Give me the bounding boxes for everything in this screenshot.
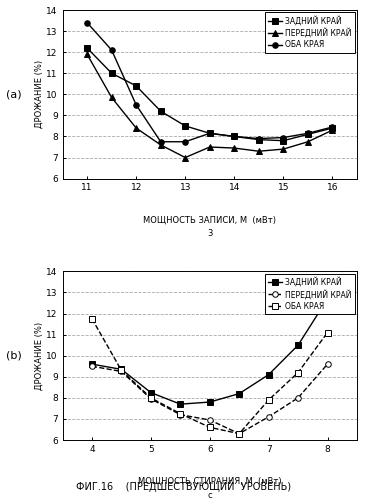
ПЕРЕДНИЙ КРАЙ (90, 363, 94, 369)
ПЕРЕДНИЙ КРАЙ (109, 94, 114, 100)
Y-axis label: ДРОЖАНИЕ (%): ДРОЖАНИЕ (%) (35, 322, 43, 390)
ОБА КРАЯ (149, 395, 153, 401)
Text: ФИГ.16    (ПРЕДШЕСТВУЮЩИЙ  УРОВЕНЬ): ФИГ.16 (ПРЕДШЕСТВУЮЩИЙ УРОВЕНЬ) (77, 480, 291, 492)
ПЕРЕДНИЙ КРАЙ (281, 146, 286, 152)
ЗАДНИЙ КРАЙ (178, 401, 183, 407)
ЗАДНИЙ КРАЙ (134, 83, 138, 89)
ПЕРЕДНИЙ КРАЙ (237, 430, 241, 436)
ОБА КРАЯ (330, 124, 335, 130)
ЗАДНИЙ КРАЙ (208, 130, 212, 136)
ОБА КРАЯ (208, 424, 212, 430)
ЗАДНИЙ КРАЙ (296, 342, 300, 348)
ОБА КРАЯ (109, 47, 114, 53)
ПЕРЕДНИЙ КРАЙ (266, 414, 271, 420)
ПЕРЕДНИЙ КРАЙ (119, 368, 124, 374)
Line: ЗАДНИЙ КРАЙ: ЗАДНИЙ КРАЙ (89, 296, 330, 407)
ОБА КРАЯ (119, 368, 124, 374)
ОБА КРАЯ (296, 370, 300, 376)
ПЕРЕДНИЙ КРАЙ (183, 154, 187, 160)
ЗАДНИЙ КРАЙ (159, 108, 163, 114)
ЗАДНИЙ КРАЙ (149, 390, 153, 396)
ПЕРЕДНИЙ КРАЙ (208, 417, 212, 423)
Text: c: c (208, 490, 212, 500)
ПЕРЕДНИЙ КРАЙ (85, 52, 89, 58)
ЗАДНИЙ КРАЙ (208, 399, 212, 405)
ЗАДНИЙ КРАЙ (256, 136, 261, 142)
ЗАДНИЙ КРАЙ (183, 123, 187, 129)
Text: (b): (b) (6, 350, 22, 360)
ОБА КРАЯ (90, 316, 94, 322)
ЗАДНИЙ КРАЙ (281, 138, 286, 143)
Y-axis label: ДРОЖАНИЕ (%): ДРОЖАНИЕ (%) (35, 60, 43, 128)
ОБА КРАЯ (237, 430, 241, 436)
ЗАДНИЙ КРАЙ (90, 361, 94, 367)
ОБА КРАЯ (281, 134, 286, 140)
Line: ПЕРЕДНИЙ КРАЙ: ПЕРЕДНИЙ КРАЙ (84, 52, 335, 160)
ОБА КРАЯ (183, 138, 187, 144)
Line: ПЕРЕДНИЙ КРАЙ: ПЕРЕДНИЙ КРАЙ (89, 362, 330, 436)
ПЕРЕДНИЙ КРАЙ (159, 142, 163, 148)
Text: МОЩНОСТЬ ЗАПИСИ, М  (мВт): МОЩНОСТЬ ЗАПИСИ, М (мВт) (143, 216, 276, 224)
ОБА КРАЯ (178, 410, 183, 416)
ЗАДНИЙ КРАЙ (232, 134, 237, 140)
Line: ОБА КРАЯ: ОБА КРАЯ (89, 316, 330, 436)
ОБА КРАЯ (306, 130, 310, 136)
Line: ОБА КРАЯ: ОБА КРАЯ (84, 20, 335, 144)
ОБА КРАЯ (208, 130, 212, 136)
ЗАДНИЙ КРАЙ (325, 296, 330, 302)
Text: (a): (a) (6, 90, 22, 100)
ЗАДНИЙ КРАЙ (109, 70, 114, 76)
ПЕРЕДНИЙ КРАЙ (232, 145, 237, 151)
ЗАДНИЙ КРАЙ (85, 45, 89, 51)
ЗАДНИЙ КРАЙ (306, 132, 310, 138)
ПЕРЕДНИЙ КРАЙ (330, 127, 335, 133)
ЗАДНИЙ КРАЙ (266, 372, 271, 378)
ПЕРЕДНИЙ КРАЙ (208, 144, 212, 150)
ПЕРЕДНИЙ КРАЙ (149, 396, 153, 402)
ОБА КРАЯ (232, 134, 237, 140)
ЗАДНИЙ КРАЙ (330, 125, 335, 131)
ЗАДНИЙ КРАЙ (119, 366, 124, 372)
ЗАДНИЙ КРАЙ (237, 390, 241, 396)
ПЕРЕДНИЙ КРАЙ (325, 361, 330, 367)
Legend: ЗАДНИЙ КРАЙ, ПЕРЕДНИЙ КРАЙ, ОБА КРАЯ: ЗАДНИЙ КРАЙ, ПЕРЕДНИЙ КРАЙ, ОБА КРАЯ (265, 12, 355, 52)
ПЕРЕДНИЙ КРАЙ (256, 148, 261, 154)
ОБА КРАЯ (159, 138, 163, 144)
ОБА КРАЯ (256, 136, 261, 141)
ПЕРЕДНИЙ КРАЙ (178, 412, 183, 418)
ПЕРЕДНИЙ КРАЙ (306, 138, 310, 144)
ОБА КРАЯ (134, 102, 138, 108)
ОБА КРАЯ (266, 397, 271, 403)
ОБА КРАЯ (325, 330, 330, 336)
Text: МОЩНОСТЬ СТИРАНИЯ, М  (мВт): МОЩНОСТЬ СТИРАНИЯ, М (мВт) (138, 477, 282, 486)
ПЕРЕДНИЙ КРАЙ (296, 395, 300, 401)
Line: ЗАДНИЙ КРАЙ: ЗАДНИЙ КРАЙ (84, 45, 335, 144)
Legend: ЗАДНИЙ КРАЙ, ПЕРЕДНИЙ КРАЙ, ОБА КРАЯ: ЗАДНИЙ КРАЙ, ПЕРЕДНИЙ КРАЙ, ОБА КРАЯ (265, 274, 355, 314)
ПЕРЕДНИЙ КРАЙ (134, 125, 138, 131)
ОБА КРАЯ (85, 20, 89, 26)
Text: 3: 3 (207, 229, 212, 238)
